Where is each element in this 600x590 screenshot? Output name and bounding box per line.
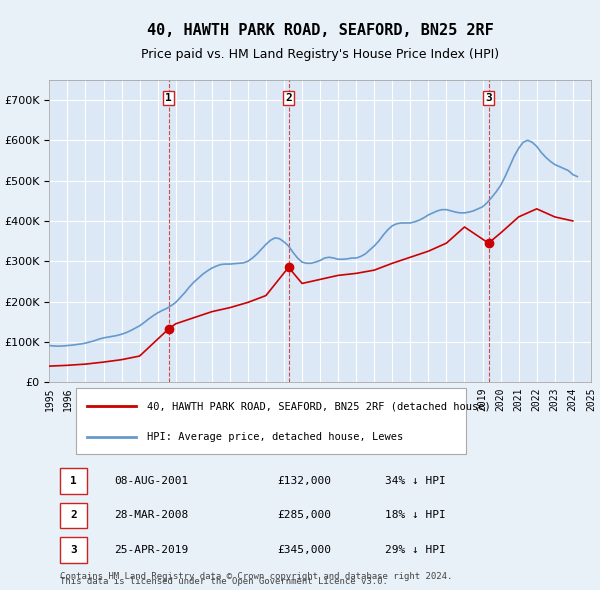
FancyBboxPatch shape [60,503,87,528]
Text: 2: 2 [285,93,292,103]
FancyBboxPatch shape [60,537,87,563]
Text: 29% ↓ HPI: 29% ↓ HPI [385,545,446,555]
Text: HPI: Average price, detached house, Lewes: HPI: Average price, detached house, Lewe… [147,432,403,442]
Text: 08-AUG-2001: 08-AUG-2001 [115,476,188,486]
Text: 28-MAR-2008: 28-MAR-2008 [115,510,188,520]
Text: £345,000: £345,000 [277,545,331,555]
Text: 40, HAWTH PARK ROAD, SEAFORD, BN25 2RF (detached house): 40, HAWTH PARK ROAD, SEAFORD, BN25 2RF (… [147,401,491,411]
Text: 18% ↓ HPI: 18% ↓ HPI [385,510,446,520]
Text: Price paid vs. HM Land Registry's House Price Index (HPI): Price paid vs. HM Land Registry's House … [141,48,499,61]
Text: 2: 2 [70,510,77,520]
Text: £285,000: £285,000 [277,510,331,520]
Text: 25-APR-2019: 25-APR-2019 [115,545,188,555]
FancyBboxPatch shape [76,388,466,454]
Text: 3: 3 [70,545,77,555]
FancyBboxPatch shape [60,468,87,494]
Text: £132,000: £132,000 [277,476,331,486]
Text: 34% ↓ HPI: 34% ↓ HPI [385,476,446,486]
Text: Contains HM Land Registry data © Crown copyright and database right 2024.: Contains HM Land Registry data © Crown c… [60,572,452,581]
Text: 1: 1 [70,476,77,486]
Text: 1: 1 [165,93,172,103]
Text: 40, HAWTH PARK ROAD, SEAFORD, BN25 2RF: 40, HAWTH PARK ROAD, SEAFORD, BN25 2RF [147,23,493,38]
Text: This data is licensed under the Open Government Licence v3.0.: This data is licensed under the Open Gov… [60,577,388,586]
Text: 3: 3 [485,93,492,103]
